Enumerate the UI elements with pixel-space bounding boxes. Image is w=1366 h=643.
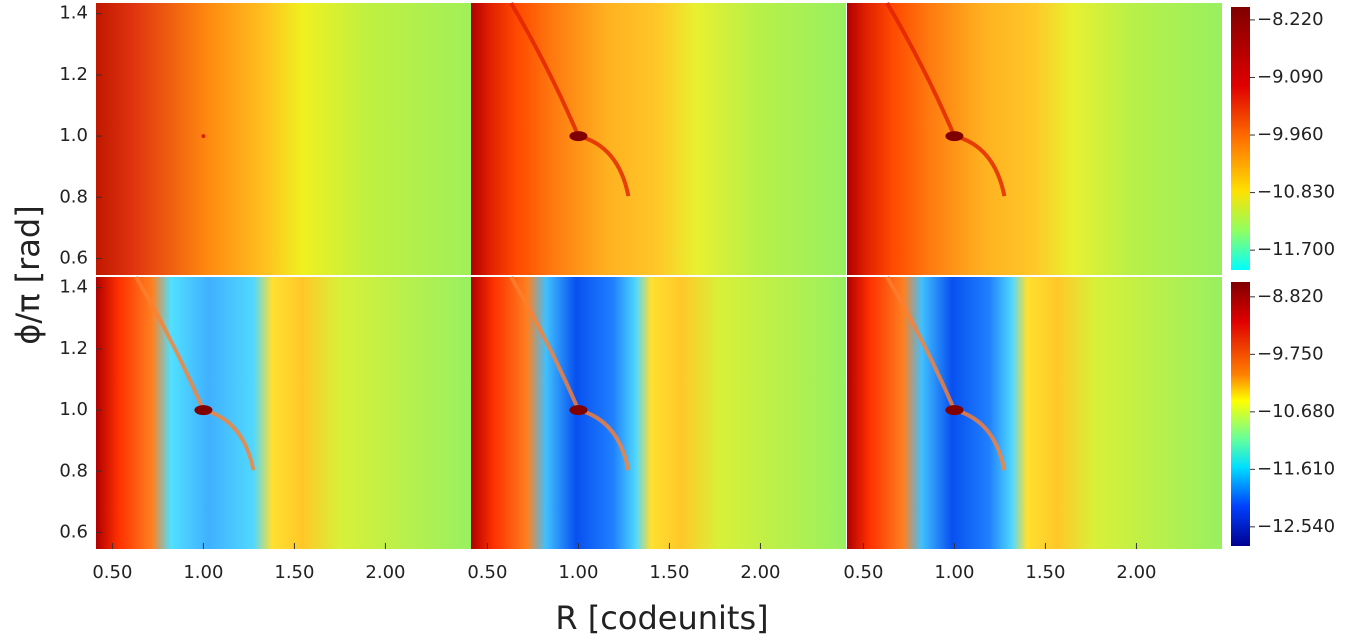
x-tick-label: 1.50 bbox=[274, 562, 314, 583]
y-axis-label: ϕ/π [rad] bbox=[9, 205, 47, 344]
x-axis-label: R [codeunits] bbox=[555, 599, 768, 637]
colorbar-tick-label: −8.820 bbox=[1257, 286, 1324, 307]
spiral-arm bbox=[509, 275, 631, 471]
colorbar-tick-label: −9.090 bbox=[1257, 66, 1324, 87]
colorbar-tick-label: −9.960 bbox=[1257, 124, 1324, 145]
y-tick-label: 1.2 bbox=[59, 64, 88, 85]
y-tick-label: 1.0 bbox=[59, 399, 88, 420]
spiral-arm bbox=[885, 275, 1007, 471]
x-tick-label: 0.50 bbox=[843, 562, 883, 583]
x-tick-label: 1.00 bbox=[183, 562, 223, 583]
y-tick-label: 0.6 bbox=[59, 521, 88, 542]
x-tick-label: 0.50 bbox=[467, 562, 507, 583]
x-tick-label: 1.00 bbox=[558, 562, 598, 583]
heatmap-panel bbox=[471, 3, 846, 275]
y-tick-label: 0.8 bbox=[59, 460, 88, 481]
x-tick-label: 2.00 bbox=[1116, 562, 1156, 583]
spiral-arm bbox=[885, 1, 1007, 197]
heatmap-panel bbox=[96, 3, 471, 275]
heatmap-panel bbox=[847, 277, 1222, 549]
colorbar bbox=[1231, 282, 1250, 546]
colorbar-tick-label: −9.750 bbox=[1257, 343, 1324, 364]
spiral-arm bbox=[134, 275, 256, 471]
colorbar-tick-label: −12.540 bbox=[1257, 516, 1335, 537]
planet bbox=[569, 405, 588, 416]
planet bbox=[201, 134, 206, 139]
heatmap-panel bbox=[96, 277, 471, 549]
y-tick-label: 1.0 bbox=[59, 125, 88, 146]
x-tick-label: 1.50 bbox=[649, 562, 689, 583]
planet bbox=[569, 131, 588, 142]
planet bbox=[194, 405, 213, 416]
colorbar-tick-label: −10.830 bbox=[1257, 182, 1335, 203]
y-tick-label: 1.2 bbox=[59, 338, 88, 359]
colorbar bbox=[1231, 7, 1250, 270]
x-tick-label: 0.50 bbox=[92, 562, 132, 583]
x-tick-label: 2.00 bbox=[740, 562, 780, 583]
planet bbox=[945, 405, 964, 416]
x-tick-label: 1.50 bbox=[1025, 562, 1065, 583]
x-tick-label: 2.00 bbox=[365, 562, 405, 583]
colorbar-tick-label: −11.610 bbox=[1257, 458, 1335, 479]
colorbar-tick-label: −11.700 bbox=[1257, 239, 1335, 260]
y-tick-label: 1.4 bbox=[59, 3, 88, 24]
y-tick-label: 0.6 bbox=[59, 247, 88, 268]
x-tick-label: 1.00 bbox=[934, 562, 974, 583]
planet bbox=[945, 131, 964, 142]
colorbar-tick-label: −8.220 bbox=[1257, 9, 1324, 30]
heatmap-panel bbox=[471, 277, 846, 549]
heatmap-panel bbox=[847, 3, 1222, 275]
spiral-arm bbox=[509, 1, 631, 197]
y-tick-label: 1.4 bbox=[59, 277, 88, 298]
y-tick-label: 0.8 bbox=[59, 186, 88, 207]
colorbar-tick-label: −10.680 bbox=[1257, 401, 1335, 422]
